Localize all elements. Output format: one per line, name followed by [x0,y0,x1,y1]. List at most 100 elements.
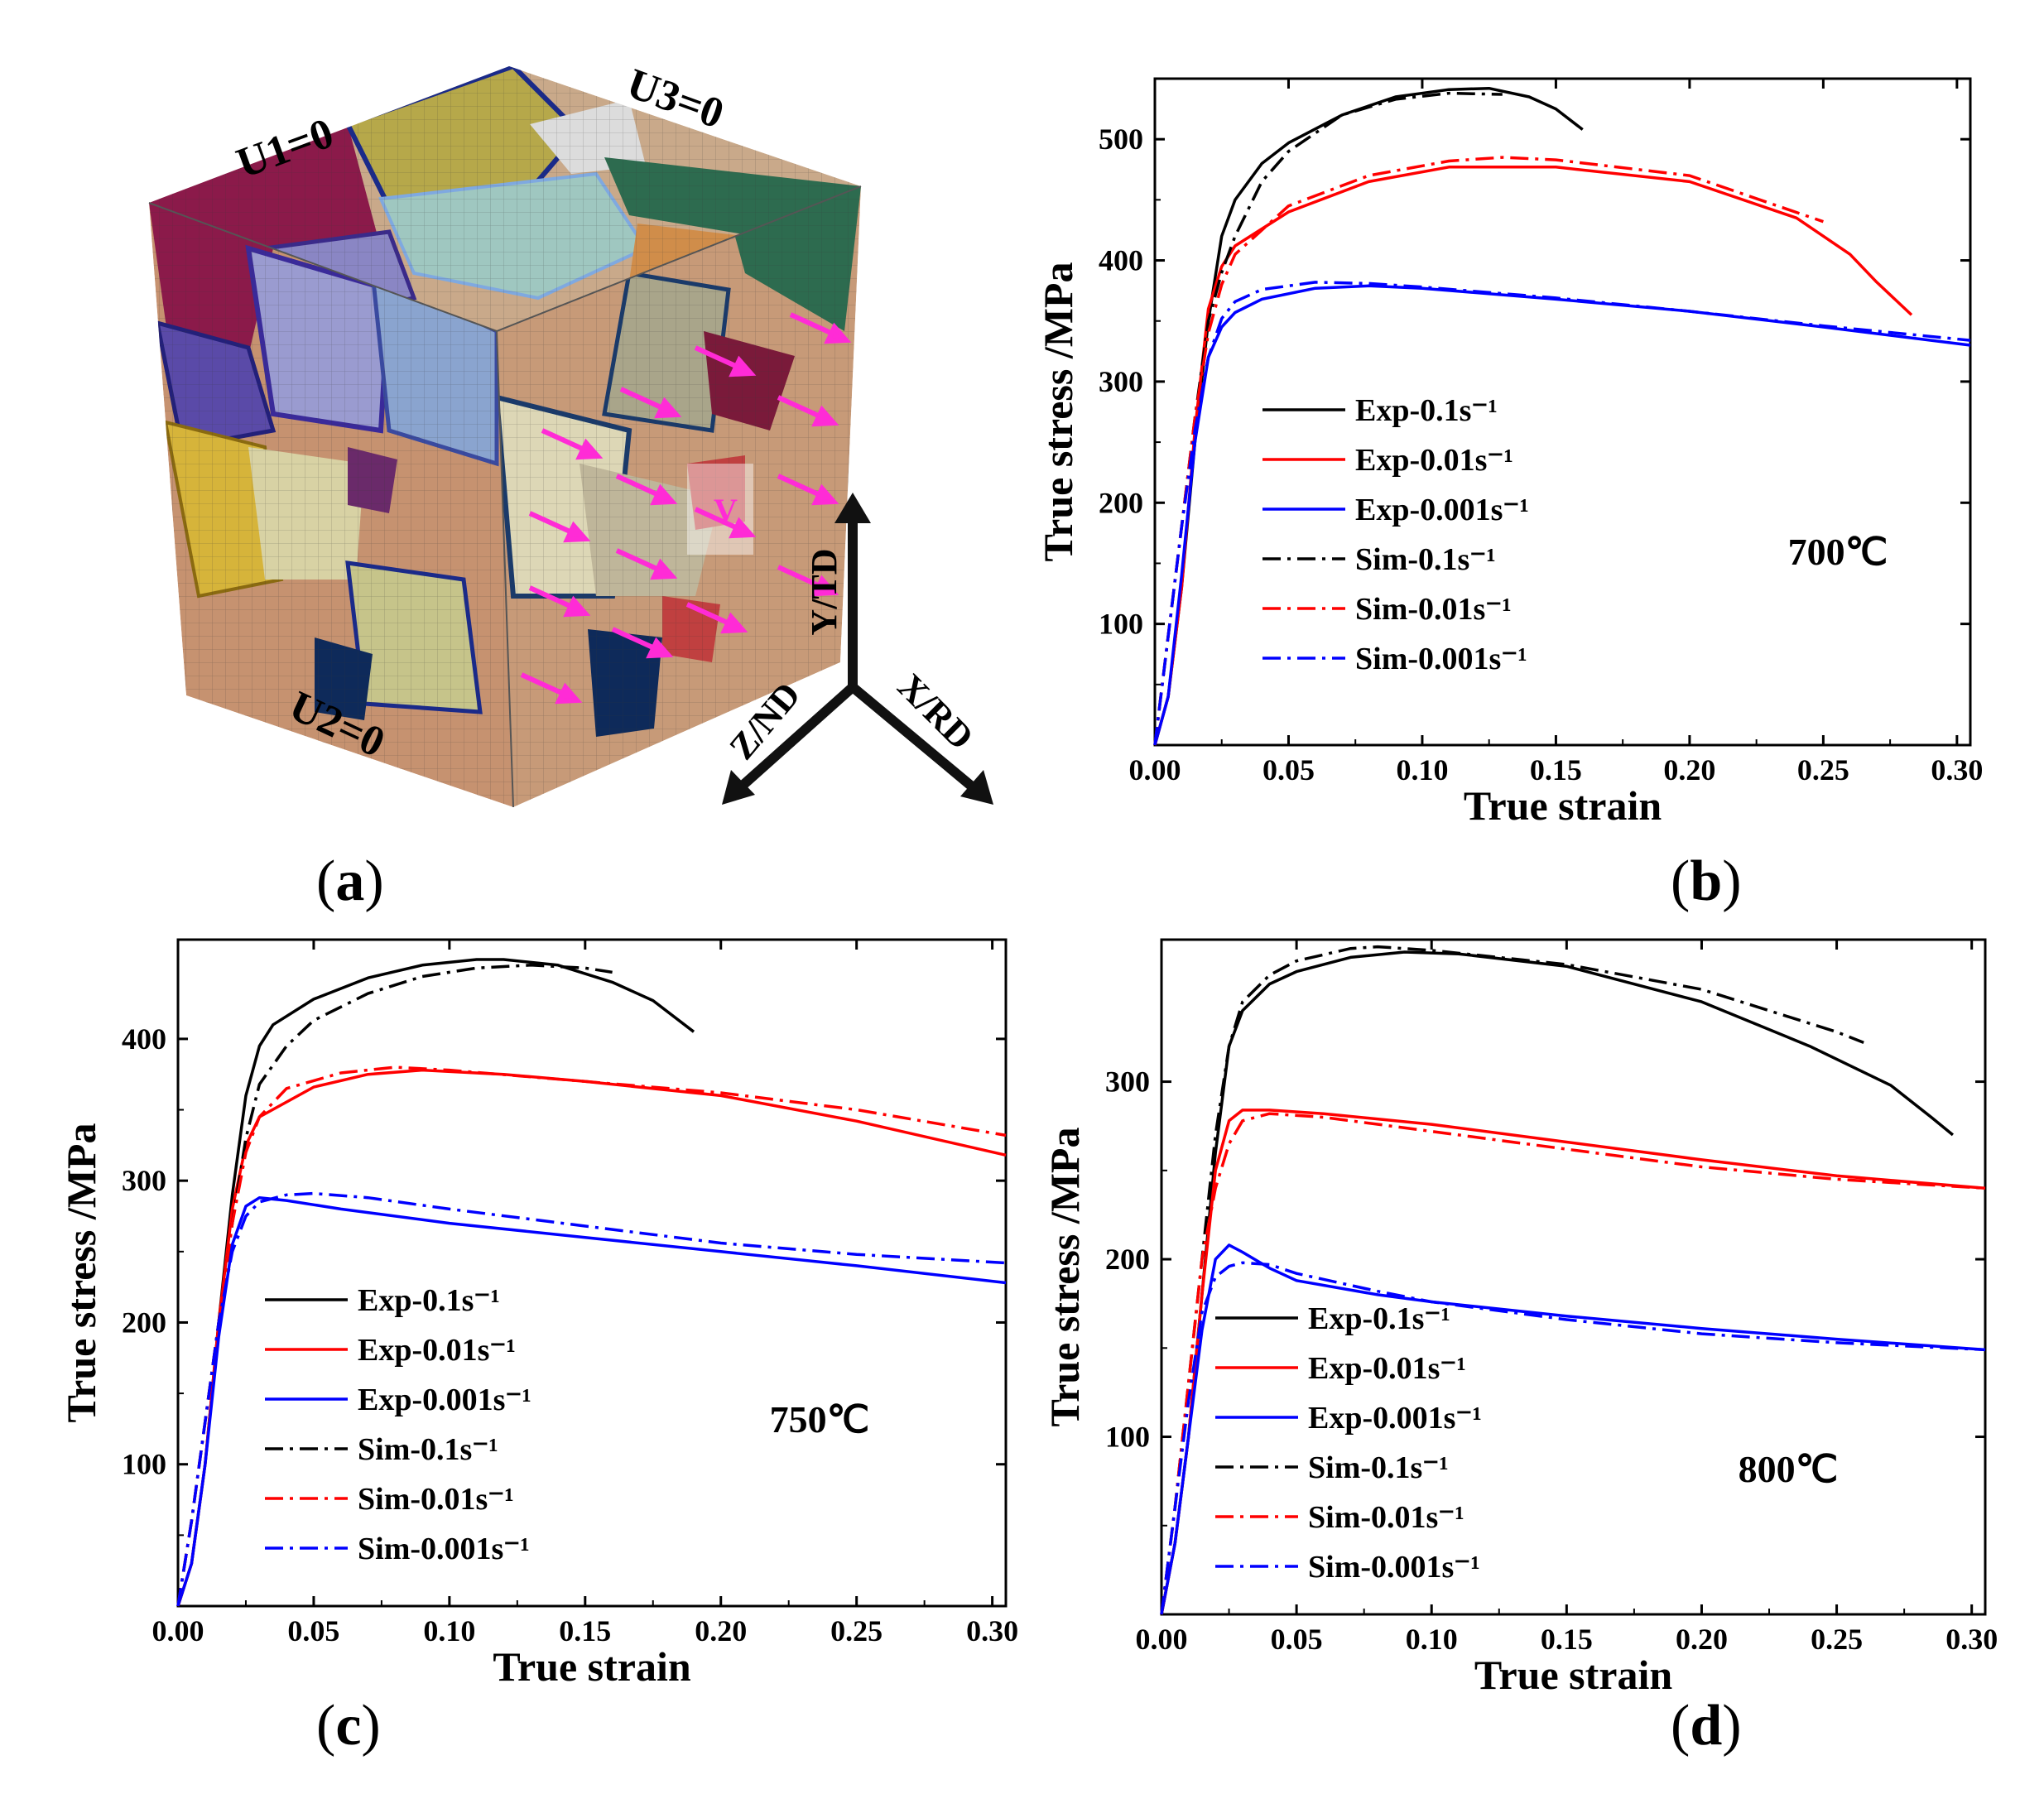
legend-label: Exp-0.1s⁻¹ [1308,1301,1450,1336]
legend-label: Sim-0.01s⁻¹ [1308,1500,1464,1535]
x-tick-label: 0.10 [1396,753,1448,786]
plot-frame [176,938,1008,1608]
x-tick-label: 0.25 [1811,1623,1863,1656]
axis-y-arrowhead [834,493,871,523]
legend-label: Exp-0.01s⁻¹ [358,1333,516,1368]
series-line-exp-0.01s- [1160,1109,1986,1615]
legend-label: Exp-0.1s⁻¹ [1355,393,1498,428]
y-tick-label: 300 [122,1164,166,1197]
velocity-arrow [789,312,852,344]
legend-label: Sim-0.001s⁻¹ [1355,642,1527,676]
velocity-arrow [619,387,682,419]
series-line-sim-0.001s- [1160,1261,1986,1615]
panel-label-b: (b) [1671,849,1742,913]
y-tick-label: 200 [1099,486,1143,519]
velocity-arrow [777,395,839,427]
velocity-arrow [694,507,757,539]
series-line-sim-0.01s- [1160,1112,1986,1615]
chart-panel-d: 0.00 0.05 0.10 0.15 0.20 0.25 0.30 100 200 300 Tru… [1041,938,1998,1698]
legend-label: Sim-0.01s⁻¹ [358,1482,514,1517]
x-tick-label: 0.00 [1136,1623,1188,1656]
series-line-exp-0.001s- [1153,284,1971,746]
series-line-sim-0.01s- [1153,156,1824,746]
velocity-arrow [611,627,674,659]
x-tick-label: 0.15 [1541,1623,1593,1656]
chart-panel-b: 0.00 0.05 0.10 0.15 0.20 0.25 0.30 100 200 300 400… [1035,77,1983,829]
x-tick-label: 0.25 [830,1614,883,1647]
x-tick-label: 0.30 [966,1614,1018,1647]
velocity-arrow [528,511,591,543]
x-tick-label: 0.10 [1406,1623,1458,1656]
legend-label: Exp-0.01s⁻¹ [1308,1351,1466,1386]
chart-panel-c: 0.00 0.05 0.10 0.15 0.20 0.25 0.30 100 200 300 400… [58,938,1018,1690]
y-tick-label: 100 [122,1448,166,1481]
y-tick-label: 200 [122,1306,166,1339]
series-line-exp-0.1s- [1160,950,1955,1615]
legend-label: Exp-0.01s⁻¹ [1355,443,1513,478]
axis-x-arrowhead [960,770,993,805]
plot-frame [1160,938,1987,1616]
legend-label: Sim-0.1s⁻¹ [1355,542,1496,577]
y-tick-label: 500 [1099,123,1143,156]
x-tick-label: 0.15 [1530,753,1582,786]
panel-label-a: (a) [316,849,384,913]
x-tick-label: 0.10 [423,1614,475,1647]
legend-label: Exp-0.1s⁻¹ [358,1283,500,1318]
x-tick-label: 0.00 [152,1614,204,1647]
velocity-arrow [541,428,604,460]
y-tick-label: 100 [1099,608,1143,641]
temperature-label: 700℃ [1788,531,1888,573]
axis-z-arrowhead [722,770,755,805]
y-tick-label: 400 [122,1022,166,1056]
x-tick-label: 0.05 [1271,1623,1323,1656]
legend-label: Exp-0.001s⁻¹ [1355,493,1529,527]
x-tick-label: 0.20 [695,1614,747,1647]
x-tick-label: 0.15 [559,1614,611,1647]
series-line-sim-0.01s- [176,1065,1007,1607]
series-line-exp-0.001s- [176,1195,1007,1607]
x-tick-label: 0.20 [1676,1623,1728,1656]
axis-label-y-td: Y/TD [804,548,844,635]
y-tick-label: 200 [1105,1243,1150,1276]
y-tick-label: 400 [1099,244,1143,277]
panel-label-d: (d) [1671,1694,1742,1758]
x-tick-label: 0.30 [1931,753,1983,786]
plot-frame [1153,77,1972,747]
legend-label: Sim-0.1s⁻¹ [358,1432,498,1467]
x-tick-label: 0.25 [1797,753,1849,786]
coordinate-axes [722,493,993,805]
legend-label: Sim-0.1s⁻¹ [1308,1450,1449,1485]
legend-label: Sim-0.001s⁻¹ [1308,1550,1480,1585]
x-tick-label: 0.30 [1945,1623,1998,1656]
series-line-exp-0.001s- [1160,1243,1986,1615]
x-axis-title: True strain [1474,1652,1673,1698]
legend-label: Sim-0.001s⁻¹ [358,1532,530,1566]
series-line-exp-0.01s- [176,1068,1007,1607]
x-tick-label: 0.05 [287,1614,339,1647]
legend-label: Sim-0.01s⁻¹ [1355,592,1512,627]
temperature-label: 750℃ [770,1398,870,1440]
y-axis-title: True stress /MPa [58,1123,104,1423]
y-axis-title: True stress /MPa [1041,1128,1088,1427]
temperature-label: 800℃ [1739,1448,1839,1490]
x-tick-label: 0.20 [1663,753,1715,786]
legend-label: Exp-0.001s⁻¹ [1308,1401,1482,1436]
y-tick-label: 300 [1105,1065,1150,1099]
x-axis-title: True strain [493,1643,691,1690]
velocity-arrow [777,474,839,506]
velocity-arrow [615,548,678,580]
y-axis-title: True stress /MPa [1035,262,1081,562]
velocity-arrow [615,474,678,506]
rve-cube-figure: V U1=0 U3=0 U2=0 Y/TD Z/ND X/RD [148,60,993,808]
velocity-arrow [694,345,757,378]
x-axis-title: True strain [1464,782,1662,829]
velocity-arrows [520,312,852,705]
x-tick-label: 0.05 [1262,753,1315,786]
y-tick-label: 300 [1099,365,1143,398]
velocity-arrow [520,672,583,705]
panel-label-c: (c) [316,1694,381,1758]
velocity-label: V [714,492,738,529]
velocity-arrow [685,602,748,634]
series-line-sim-0.001s- [176,1191,1007,1607]
